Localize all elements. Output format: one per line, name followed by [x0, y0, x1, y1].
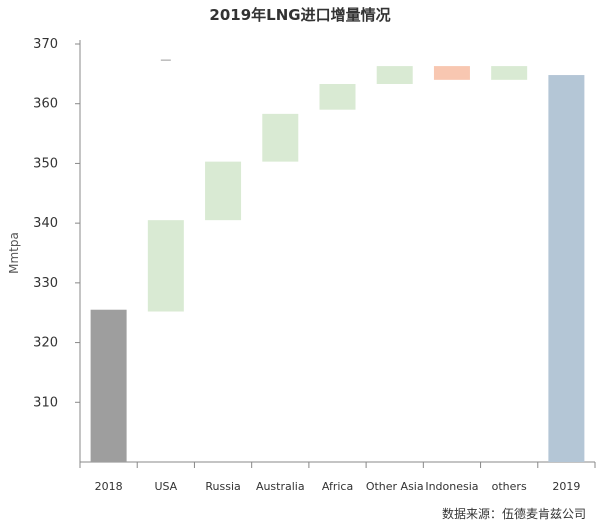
- axes: [75, 40, 596, 468]
- x-tick-label: Other Asia: [366, 480, 424, 493]
- x-tick-label: 2018: [95, 480, 123, 493]
- x-tick-label: Russia: [205, 480, 240, 493]
- bar-africa: [319, 84, 356, 110]
- bar-others: [491, 66, 528, 80]
- bars: [90, 59, 585, 463]
- bar-indonesia: [433, 66, 470, 80]
- y-tick-label: 330: [33, 276, 58, 291]
- labels: 310 320 330 340 350 360 370 Mmtpa 2018 USA Russia A…: [7, 37, 580, 493]
- y-tick-label: 350: [33, 156, 58, 171]
- y-tick-label: 360: [33, 97, 58, 112]
- x-tick-label: USA: [154, 480, 177, 493]
- bar-other-asia: [376, 66, 413, 85]
- y-tick-label: 370: [33, 37, 58, 52]
- bar-usa: [147, 220, 184, 312]
- x-tick-label: Australia: [256, 480, 305, 493]
- y-axis-label: Mmtpa: [7, 232, 21, 274]
- y-tick-label: 340: [33, 216, 58, 231]
- x-tick-label: 2019: [552, 480, 580, 493]
- y-tick-label: 310: [33, 395, 58, 410]
- source-note: 数据来源：伍德麦肯兹公司: [441, 507, 586, 521]
- bar-2019: [548, 75, 585, 463]
- x-tick-label: Africa: [322, 480, 353, 493]
- bar-australia: [262, 113, 299, 162]
- x-tick-label: others: [492, 480, 527, 493]
- x-tick-label: Indonesia: [425, 480, 478, 493]
- bar-2018: [90, 309, 127, 462]
- bar-russia: [205, 161, 242, 221]
- y-tick-label: 320: [33, 336, 58, 351]
- chart-title: 2019年LNG进口增量情况: [209, 6, 391, 24]
